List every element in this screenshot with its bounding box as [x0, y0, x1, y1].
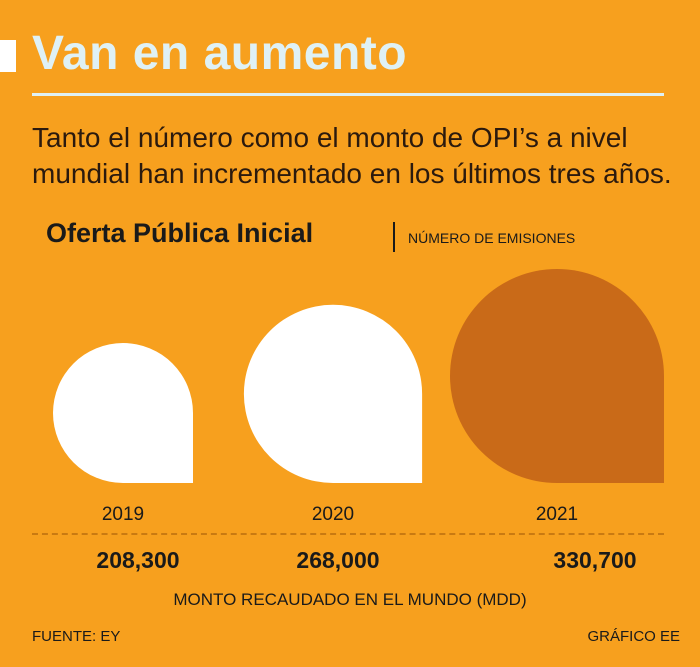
- teardrop-mark-2019: [53, 343, 193, 483]
- category-label-2019: 2019: [102, 504, 144, 525]
- page-title: Van en aumento: [32, 27, 408, 80]
- teardrop-mark-2021: [450, 269, 664, 483]
- credit-label: GRÁFICO EE: [587, 628, 680, 645]
- chart-title: Oferta Pública Inicial: [46, 218, 314, 248]
- page-subtitle: Tanto el número como el monto de OPI’s a…: [32, 122, 672, 189]
- title-accent-bar: [0, 40, 16, 72]
- value-label-2020: 268,000: [296, 547, 379, 573]
- category-label-2020: 2020: [312, 504, 354, 525]
- teardrop-mark-2020: [243, 304, 423, 483]
- category-label-2021: 2021: [536, 504, 578, 525]
- dashed-divider: [32, 533, 664, 535]
- value-axis-note: MONTO RECAUDADO EN EL MUNDO (MDD): [173, 590, 527, 609]
- value-label-2019: 208,300: [96, 547, 179, 573]
- source-label: FUENTE: EY: [32, 628, 121, 645]
- value-label-2021: 330,700: [553, 547, 636, 573]
- chart-title-separator: [393, 222, 395, 252]
- title-divider: [32, 93, 664, 96]
- chart-unit-label: NÚMERO DE EMISIONES: [408, 230, 576, 246]
